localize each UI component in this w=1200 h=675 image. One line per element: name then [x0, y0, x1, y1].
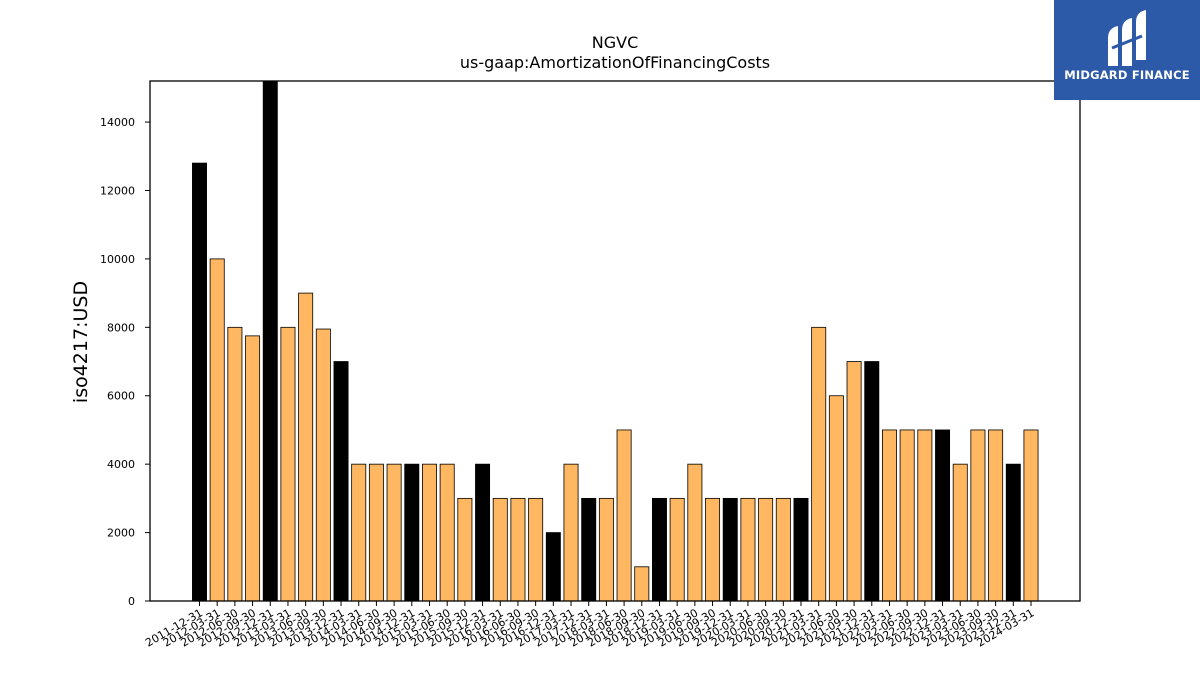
bar-2014-03-31 [351, 463, 367, 602]
bar-2022-06-30 [899, 429, 915, 602]
bar-2015-06-30 [439, 463, 455, 602]
bar-2014-06-30 [368, 463, 384, 602]
bar-2019-06-30 [687, 463, 703, 602]
bar-2023-06-30 [970, 429, 986, 602]
y-axis-label: iso4217:USD [70, 281, 92, 403]
bar-2023-03-31 [952, 463, 968, 602]
bar-2020-09-30 [775, 497, 791, 602]
bar-2015-09-30 [457, 497, 473, 602]
bar-2018-12-31 [652, 497, 667, 602]
bar-2017-03-31 [563, 463, 579, 602]
bar-2019-12-31 [722, 497, 738, 602]
midgard-logo-icon [1108, 10, 1146, 66]
bar-2021-12-31 [864, 361, 880, 602]
bar-2023-09-30 [988, 429, 1004, 602]
bar-2012-09-30 [245, 335, 261, 602]
bar-2013-03-31 [280, 326, 296, 602]
bar-2020-03-31 [740, 497, 756, 602]
bar-2016-12-31 [545, 532, 561, 602]
y-tick-label: 2000 [107, 527, 135, 540]
bar-2023-12-31 [1005, 463, 1021, 602]
y-tick-label: 6000 [107, 390, 135, 403]
bar-2015-03-31 [422, 463, 437, 602]
chart-subtitle: us-gaap:AmortizationOfFinancingCosts [460, 53, 770, 72]
bar-2020-06-30 [758, 497, 774, 602]
y-tick-label: 8000 [107, 321, 135, 334]
bar-2024-03-31 [1023, 429, 1039, 602]
bar-2015-12-31 [475, 463, 491, 602]
bar-2012-12-31 [262, 80, 278, 602]
bar-2011-12-31 [192, 162, 207, 602]
bar-2016-09-30 [528, 497, 544, 602]
bar-2014-12-31 [404, 463, 420, 602]
bar-2017-12-31 [581, 497, 597, 602]
bar-2014-09-30 [386, 463, 402, 602]
bar-2012-03-31 [209, 258, 225, 602]
y-tick-label: 14000 [100, 116, 135, 129]
bar-2021-09-30 [846, 361, 862, 602]
y-tick-label: 12000 [100, 184, 135, 197]
bar-2022-03-31 [881, 429, 897, 602]
bar-2018-03-31 [598, 497, 614, 602]
bar-2019-03-31 [669, 497, 685, 602]
y-ticks-group: 0 2000 4000 6000 8000 10000 12000 14000 [100, 116, 150, 608]
bar-2013-12-31 [333, 361, 349, 602]
x-ticks-group: 2011-12-312012-03-312012-06-302012-09-30… [143, 601, 1037, 650]
bar-2021-06-30 [828, 395, 844, 602]
bar-2016-03-31 [492, 497, 508, 602]
logo-box: MIDGARD FINANCE [1054, 0, 1200, 100]
bar-2018-09-30 [634, 566, 650, 602]
bar-2022-09-30 [917, 429, 933, 602]
chart-title: NGVC [592, 33, 638, 52]
bar-2020-12-31 [793, 497, 809, 602]
bars-group [192, 80, 1039, 602]
logo-text: MIDGARD FINANCE [1064, 68, 1190, 82]
bar-2018-06-30 [616, 429, 632, 602]
bar-2019-09-30 [705, 497, 721, 602]
bar-2013-09-30 [315, 328, 331, 602]
plot-frame [149, 80, 1081, 602]
y-tick-label: 0 [128, 595, 135, 608]
bar-2012-06-30 [227, 326, 243, 602]
bar-2016-06-30 [510, 497, 526, 602]
y-tick-label: 4000 [107, 458, 135, 471]
bar-2013-06-30 [298, 292, 314, 602]
bar-2021-03-31 [811, 326, 827, 602]
y-tick-label: 10000 [100, 253, 135, 266]
bar-2022-12-31 [935, 429, 951, 602]
